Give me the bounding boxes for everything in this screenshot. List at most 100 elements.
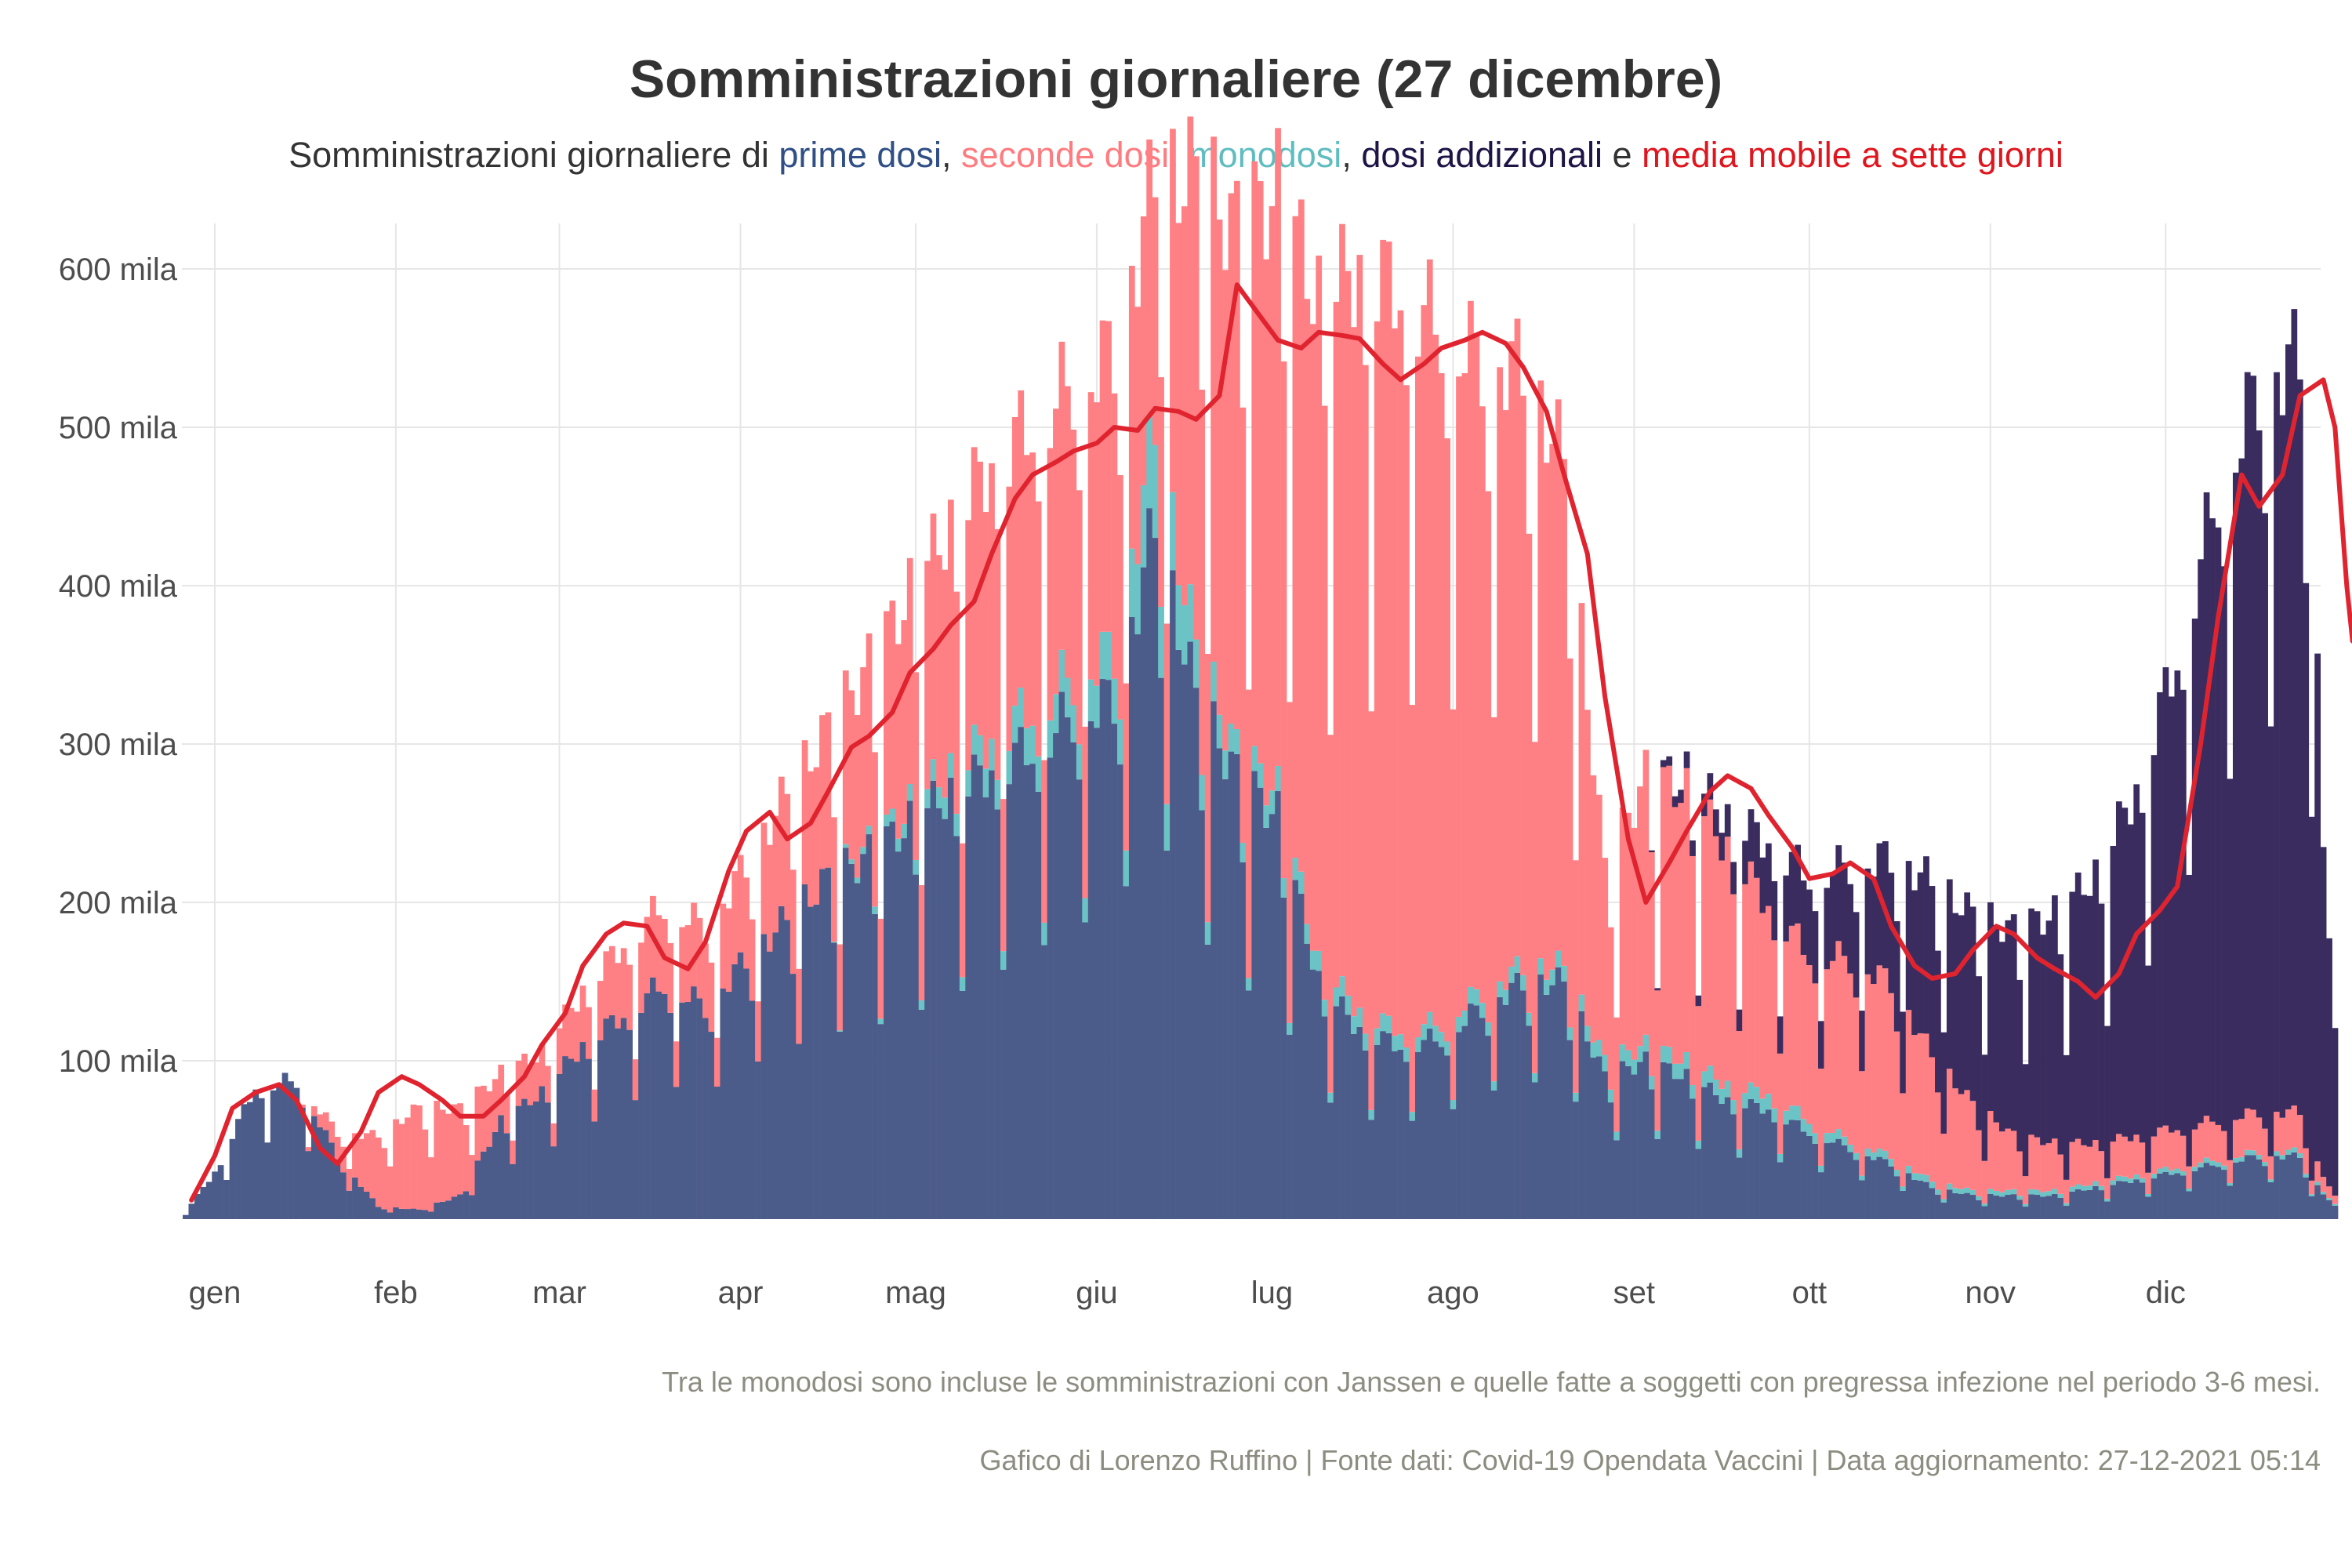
- bar-monodosi: [1701, 1071, 1708, 1087]
- bar-monodosi: [1537, 958, 1544, 975]
- bar-prime-dosi: [1006, 784, 1013, 1219]
- bar-monodosi: [1023, 728, 1030, 766]
- bar-seconde-dosi: [1893, 1031, 1900, 1171]
- bar-dosi-addizionali: [1859, 1011, 1865, 1072]
- bar-dosi-addizionali: [2209, 518, 2216, 1122]
- bar-seconde-dosi: [2296, 1115, 2303, 1153]
- bar-prime-dosi: [539, 1086, 546, 1219]
- bar-dosi-addizionali: [2244, 372, 2251, 1109]
- bar-seconde-dosi: [1216, 220, 1223, 715]
- bar-prime-dosi: [1917, 1180, 1924, 1219]
- bar-monodosi: [1392, 1036, 1398, 1052]
- bar-seconde-dosi: [1222, 270, 1229, 751]
- bar-dosi-addizionali: [2174, 670, 2181, 1131]
- bar-dosi-addizionali: [2296, 379, 2303, 1116]
- bar-dosi-addizionali: [2127, 824, 2134, 1142]
- bar-prime-dosi: [1292, 880, 1299, 1219]
- bar-prime-dosi: [2262, 1166, 2268, 1219]
- x-tick-label: lug: [1251, 1276, 1293, 1310]
- bar-seconde-dosi: [1409, 705, 1416, 1112]
- bar-seconde-dosi: [2092, 1140, 2099, 1181]
- bar-seconde-dosi: [375, 1137, 382, 1207]
- bar-dosi-addizionali: [1929, 886, 1936, 1058]
- bar-prime-dosi: [1502, 1004, 1509, 1219]
- bar-seconde-dosi: [731, 871, 739, 964]
- bar-seconde-dosi: [1432, 334, 1439, 1026]
- bar-prime-dosi: [252, 1089, 260, 1219]
- bar-monodosi: [1263, 805, 1270, 828]
- bar-seconde-dosi: [579, 985, 586, 1043]
- bar-monodosi: [2320, 1192, 2327, 1195]
- bar-prime-dosi: [1263, 827, 1270, 1219]
- bar-prime-dosi: [1000, 969, 1007, 1219]
- bar-dosi-addizionali: [1690, 840, 1696, 856]
- bar-prime-dosi: [200, 1186, 207, 1219]
- bar-dosi-addizionali: [2279, 415, 2286, 1118]
- bar-prime-dosi: [2267, 1181, 2274, 1219]
- bar-seconde-dosi: [393, 1119, 399, 1208]
- bar-prime-dosi: [2122, 1181, 2129, 1219]
- bar-seconde-dosi: [1029, 452, 1036, 726]
- bar-prime-dosi: [1654, 1138, 1661, 1219]
- bar-monodosi: [1479, 1003, 1486, 1018]
- bar-seconde-dosi: [813, 767, 820, 905]
- bar-dosi-addizionali: [2045, 920, 2053, 1144]
- y-tick-label: 100 mila: [59, 1044, 178, 1079]
- bar-prime-dosi: [310, 1116, 318, 1219]
- bar-monodosi: [1362, 1033, 1369, 1051]
- bar-dosi-addizionali: [2332, 1028, 2339, 1196]
- bar-seconde-dosi: [1695, 1006, 1702, 1141]
- bar-seconde-dosi: [2256, 1117, 2263, 1156]
- bar-prime-dosi: [1707, 1082, 1714, 1219]
- bar-monodosi: [1356, 1007, 1363, 1027]
- bar-dosi-addizionali: [1812, 911, 1819, 984]
- bar-monodosi: [1309, 950, 1316, 970]
- bar-dosi-addizionali: [1864, 868, 1871, 975]
- bar-prime-dosi: [632, 1100, 639, 1219]
- bar-seconde-dosi: [1952, 1088, 1959, 1189]
- bar-prime-dosi: [1479, 1018, 1486, 1219]
- bar-dosi-addizionali: [1888, 873, 1895, 993]
- bar-prime-dosi: [1053, 733, 1059, 1219]
- bar-prime-dosi: [913, 874, 920, 1219]
- bar-prime-dosi: [1362, 1050, 1369, 1219]
- bar-prime-dosi: [492, 1131, 499, 1219]
- bar-prime-dosi: [1584, 1041, 1591, 1219]
- bar-seconde-dosi: [1385, 241, 1392, 1016]
- bar-monodosi: [2063, 1203, 2070, 1206]
- bar-monodosi: [1613, 1131, 1621, 1141]
- bar-seconde-dosi: [837, 944, 844, 1031]
- bar-monodosi: [2180, 1171, 2187, 1176]
- bar-dosi-addizionali: [1695, 995, 1702, 1007]
- bar-prime-dosi: [1397, 1049, 1404, 1219]
- bar-seconde-dosi: [1549, 444, 1556, 970]
- bar-seconde-dosi: [1754, 877, 1760, 1087]
- bar-seconde-dosi: [696, 917, 703, 999]
- bar-seconde-dosi: [1327, 735, 1334, 1093]
- bar-dosi-addizionali: [2122, 808, 2129, 1137]
- bar-seconde-dosi: [1392, 328, 1398, 1036]
- bar-prime-dosi: [1309, 969, 1316, 1219]
- bar-seconde-dosi: [760, 822, 768, 935]
- bar-monodosi: [1316, 950, 1323, 971]
- bar-monodosi: [2308, 1194, 2315, 1196]
- bar-monodosi: [2203, 1157, 2210, 1163]
- bar-dosi-addizionali: [2104, 1025, 2111, 1178]
- bar-monodosi: [1397, 1034, 1404, 1050]
- bar-prime-dosi: [743, 968, 750, 1219]
- bar-monodosi: [1468, 986, 1474, 1004]
- bar-monodosi: [1671, 1063, 1679, 1080]
- bar-seconde-dosi: [1228, 193, 1235, 724]
- bar-seconde-dosi: [2274, 1112, 2280, 1152]
- bar-monodosi: [1707, 1065, 1714, 1083]
- bar-monodosi: [2326, 1198, 2332, 1200]
- bar-seconde-dosi: [2133, 1134, 2140, 1175]
- bar-seconde-dosi: [1490, 717, 1497, 1082]
- bar-seconde-dosi: [965, 520, 972, 771]
- bar-seconde-dosi: [1888, 993, 1895, 1160]
- bar-seconde-dosi: [1783, 941, 1790, 1111]
- bar-prime-dosi: [562, 1056, 569, 1219]
- bar-prime-dosi: [977, 765, 983, 1219]
- bar-seconde-dosi: [1123, 683, 1130, 851]
- bar-monodosi: [1602, 1054, 1609, 1072]
